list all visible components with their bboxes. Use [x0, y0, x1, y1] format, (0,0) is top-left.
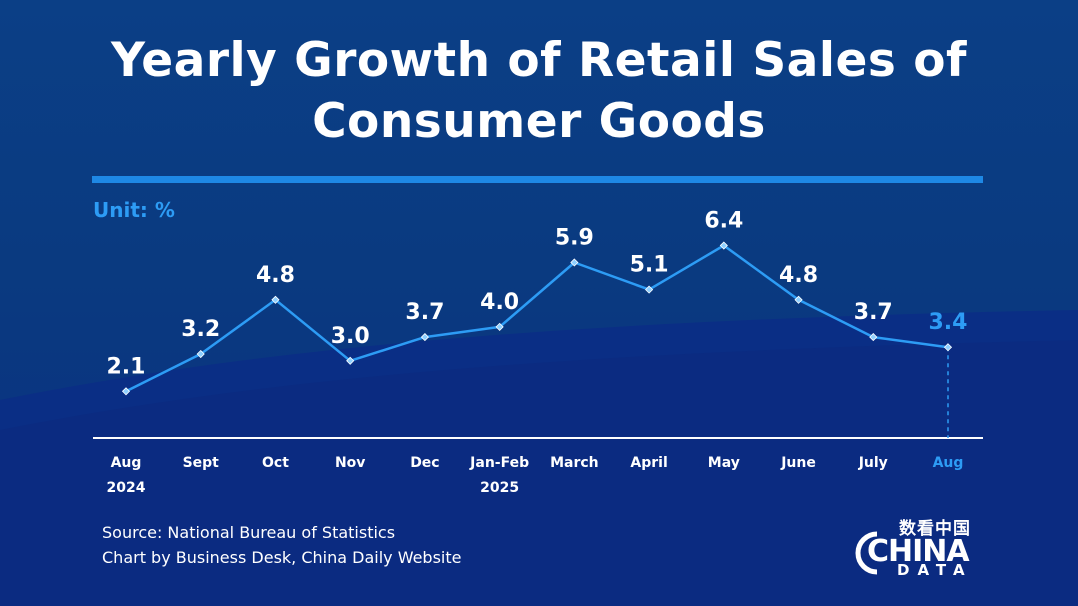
- logo-sub-text: DATA: [897, 561, 973, 579]
- data-point: [346, 356, 355, 365]
- x-tick-label: May: [708, 455, 740, 471]
- logo-main-text: CHINA: [867, 534, 970, 569]
- data-value-label: 3.7: [854, 300, 893, 325]
- data-point: [495, 322, 504, 331]
- series-line: [125, 244, 949, 393]
- data-point: [570, 258, 579, 267]
- x-tick-label: July: [858, 455, 888, 471]
- x-tick-label: Aug: [933, 455, 964, 471]
- x-tick-label: March: [550, 455, 599, 471]
- data-value-label: 3.2: [181, 317, 220, 342]
- data-point: [645, 285, 654, 294]
- data-point: [943, 343, 953, 352]
- data-value-label: 2.1: [107, 354, 146, 379]
- data-point: [869, 333, 878, 342]
- data-value-label: 4.0: [480, 290, 519, 315]
- data-value-label: 3.0: [331, 324, 370, 349]
- data-point: [719, 241, 728, 250]
- x-tick-label: Nov: [335, 455, 365, 471]
- x-tick-label: Dec: [410, 455, 439, 471]
- data-value-label: 4.8: [256, 263, 295, 288]
- x-tick-label: 2025: [480, 480, 519, 496]
- credit-line: Chart by Business Desk, China Daily Webs…: [102, 548, 462, 567]
- unit-label: Unit: %: [93, 198, 175, 222]
- china-data-logo: 数看中国 CHINA DATA: [855, 514, 980, 580]
- x-tick-label: April: [630, 455, 667, 471]
- data-value-label: 5.9: [555, 225, 594, 250]
- logo-chinese-text: 数看中国: [899, 519, 971, 539]
- data-value-label: 5.1: [630, 253, 669, 278]
- data-point: [794, 295, 803, 304]
- data-point: [271, 295, 280, 304]
- title-line-1: Yearly Growth of Retail Sales of: [111, 33, 967, 88]
- x-tick-label: Jan-Feb: [469, 455, 529, 471]
- source-credits: Source: National Bureau of Statistics Ch…: [102, 520, 461, 570]
- title-divider: [92, 176, 983, 183]
- data-point: [121, 387, 131, 396]
- data-value-label: 3.4: [929, 310, 968, 335]
- data-point: [196, 349, 205, 359]
- x-tick-label: Aug: [111, 455, 142, 471]
- data-value-label: 4.8: [779, 263, 818, 288]
- x-tick-label: Oct: [262, 455, 289, 471]
- x-tick-label: Sept: [183, 455, 220, 471]
- x-tick-label: June: [780, 455, 816, 471]
- chart-title: Yearly Growth of Retail Sales of Consume…: [0, 30, 1078, 152]
- title-line-2: Consumer Goods: [312, 94, 766, 149]
- data-value-label: 6.4: [704, 209, 743, 234]
- x-tick-label: 2024: [107, 480, 146, 496]
- data-point: [420, 333, 429, 342]
- source-line: Source: National Bureau of Statistics: [102, 523, 396, 542]
- logo-arc-icon: [855, 531, 878, 575]
- data-value-label: 3.7: [405, 300, 444, 325]
